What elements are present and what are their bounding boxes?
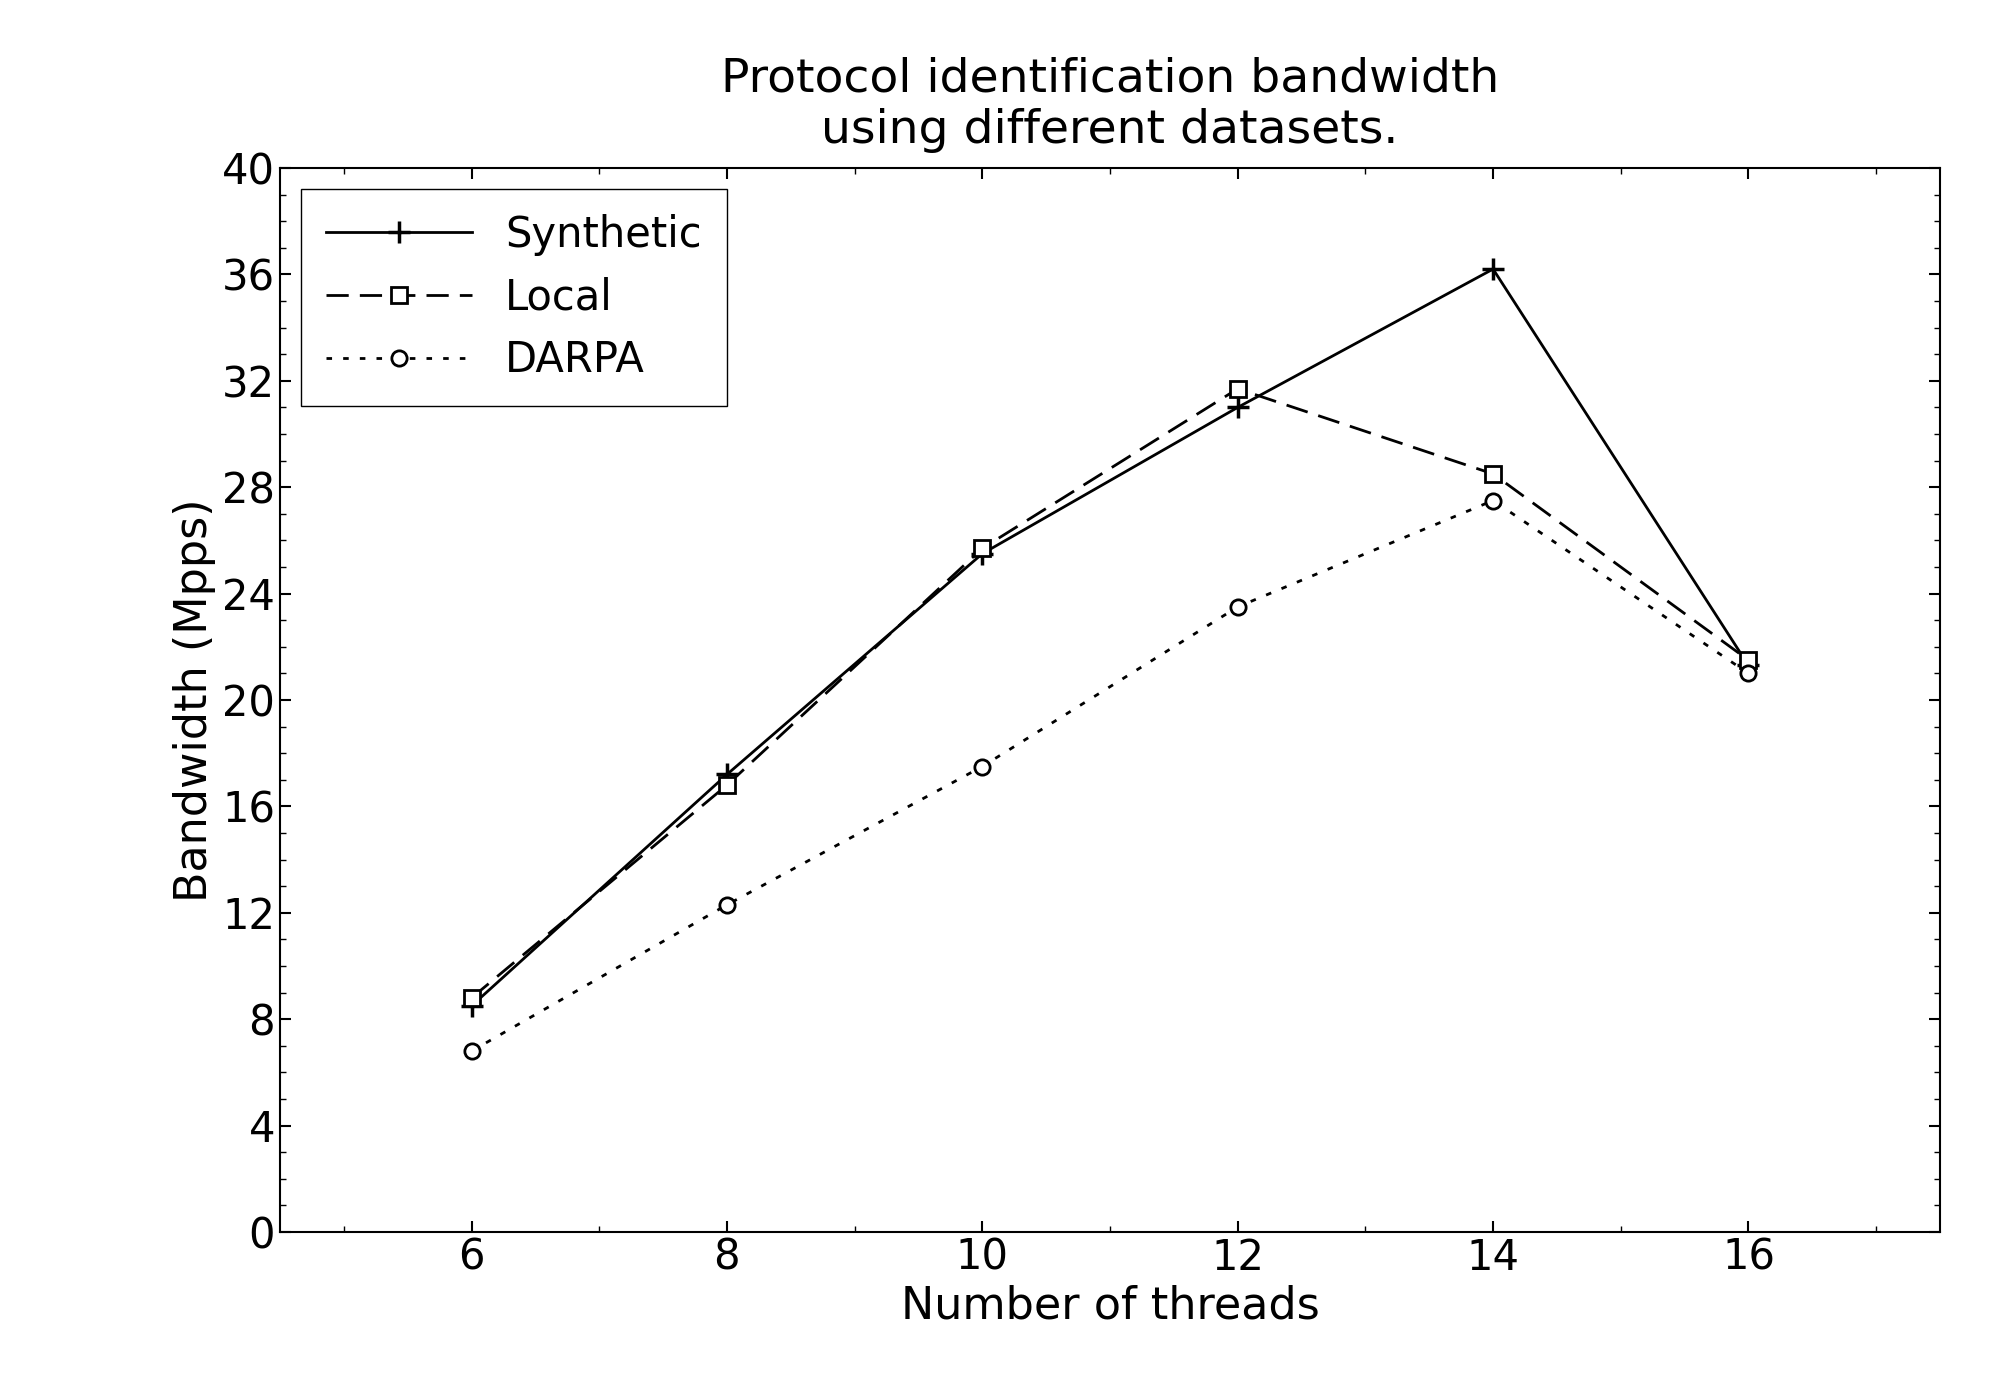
DARPA — [1226, 599, 1250, 616]
Local — [460, 990, 484, 1007]
Local — [714, 777, 738, 794]
X-axis label: Number of threads: Number of threads — [900, 1284, 1320, 1327]
DARPA — [1482, 493, 1506, 510]
Local — [970, 540, 994, 557]
DARPA — [460, 1043, 484, 1060]
Line: Synthetic: Synthetic — [460, 258, 1760, 1016]
Local — [1226, 381, 1250, 398]
DARPA — [1736, 665, 1760, 682]
Synthetic — [970, 545, 994, 561]
Line: DARPA: DARPA — [464, 493, 1756, 1058]
Synthetic — [714, 766, 738, 783]
Synthetic — [1226, 399, 1250, 416]
Synthetic — [1482, 260, 1506, 277]
Local — [1736, 652, 1760, 669]
Line: Local: Local — [464, 381, 1756, 1005]
Y-axis label: Bandwidth (Mpps): Bandwidth (Mpps) — [174, 498, 216, 902]
Local — [1482, 465, 1506, 482]
DARPA — [714, 896, 738, 913]
Synthetic — [460, 997, 484, 1014]
Legend: Synthetic, Local, DARPA: Synthetic, Local, DARPA — [300, 189, 726, 406]
DARPA — [970, 759, 994, 776]
Synthetic — [1736, 657, 1760, 673]
Title: Protocol identification bandwidth
using different datasets.: Protocol identification bandwidth using … — [720, 56, 1500, 153]
